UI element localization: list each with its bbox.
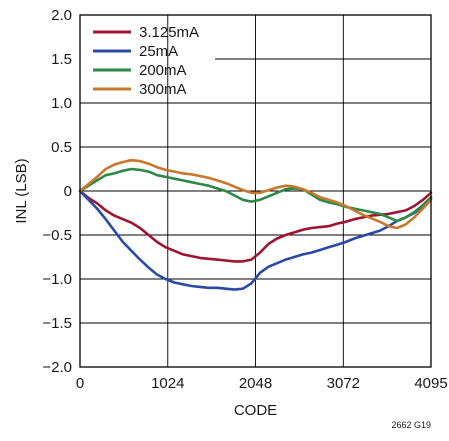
y-axis-ticks: 2.0 1.5 1.0 0.5 0 −0.5 −1.0 −1.5 −2.0: [42, 7, 72, 376]
legend-label: 3.125mA: [139, 24, 199, 41]
x-axis-ticks: 0 1024 2048 3072 4095: [76, 375, 448, 392]
series-lines: [78, 158, 433, 291]
x-tick-label: 0: [76, 375, 84, 392]
figure-id: 2662 G19: [391, 420, 431, 430]
y-tick-label: 0.5: [51, 139, 72, 156]
legend-label: 300mA: [139, 81, 187, 98]
series-line: [78, 158, 433, 230]
legend-label: 25mA: [139, 43, 178, 60]
plot-frame: [79, 14, 432, 368]
series-line: [78, 167, 433, 223]
x-axis-title: CODE: [234, 402, 277, 419]
y-tick-label: 0: [64, 183, 72, 200]
x-tick-label: 2048: [239, 375, 272, 392]
x-tick-label: 4095: [414, 375, 447, 392]
y-tick-label: 1.5: [51, 51, 72, 68]
y-tick-label: −0.5: [42, 227, 72, 244]
x-tick-label: 3072: [327, 375, 360, 392]
legend-label: 200mA: [139, 62, 187, 79]
series-line: [78, 189, 433, 291]
y-tick-label: 1.0: [51, 95, 72, 112]
y-tick-label: −1.0: [42, 271, 72, 288]
y-axis-title: INL (LSB): [13, 158, 30, 223]
y-tick-label: −2.0: [42, 359, 72, 376]
legend: 3.125mA 25mA 200mA 300mA: [93, 24, 199, 98]
grid: [80, 15, 431, 367]
x-tick-label: 1024: [151, 375, 184, 392]
series-line: [78, 189, 433, 263]
y-tick-label: −1.5: [42, 315, 72, 332]
y-tick-label: 2.0: [51, 7, 72, 24]
